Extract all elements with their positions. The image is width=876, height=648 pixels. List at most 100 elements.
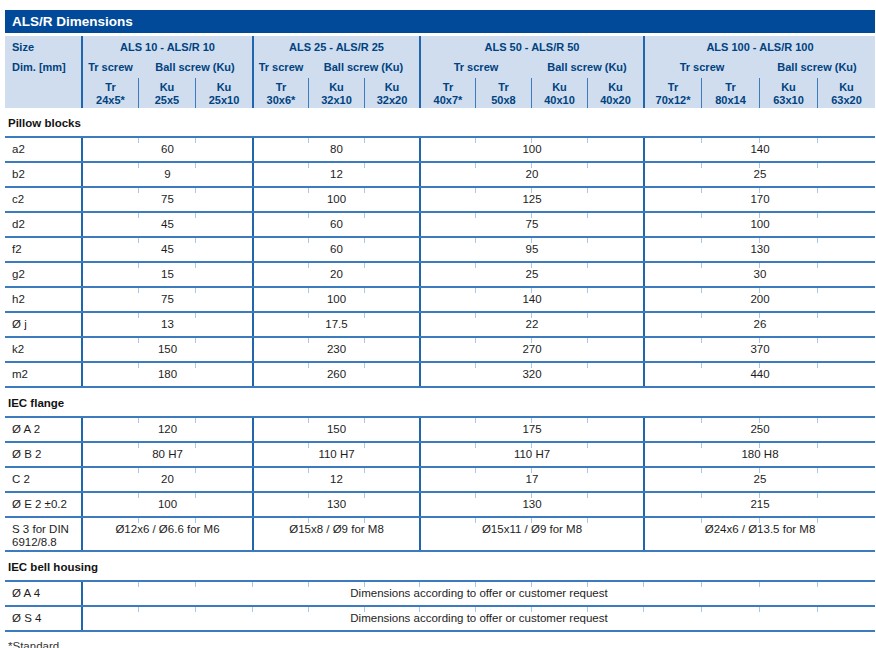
section-title: IEC bell housing	[5, 552, 875, 580]
subcol-tick	[364, 238, 365, 243]
ball-screw-header: Ball screw (Ku)	[531, 58, 643, 78]
tr-screw-header: Tr screw	[252, 58, 308, 78]
subcol-tick	[759, 163, 760, 168]
dim-value: 12	[252, 468, 419, 491]
subcol-tick	[308, 607, 309, 612]
subcol-tick	[138, 213, 139, 218]
subcol-tick	[701, 163, 702, 168]
subcol-tick	[587, 607, 588, 612]
row-label: Ø A 4	[5, 582, 81, 605]
subcol-tick	[364, 263, 365, 268]
subcol-tick	[587, 518, 588, 523]
row-label: b2	[5, 163, 81, 186]
dim-value: 45	[81, 238, 252, 261]
subcol-tick	[138, 607, 139, 612]
subcol-tick	[195, 338, 196, 343]
screw-column-header: Tr24x5*	[81, 78, 138, 108]
subcol-tick	[195, 363, 196, 368]
subcol-tick	[364, 213, 365, 218]
group-title: ALS 100 - ALS/R 100	[643, 36, 875, 58]
subcol-tick	[195, 313, 196, 318]
ball-screw-header: Ball screw (Ku)	[759, 58, 875, 78]
table-row: b29122025	[5, 161, 875, 186]
subcol-tick	[138, 138, 139, 143]
subcol-tick	[587, 213, 588, 218]
subcol-tick	[701, 607, 702, 612]
ball-screw-header: Ball screw (Ku)	[138, 58, 252, 78]
dim-value-span: Dimensions according to offer or custome…	[81, 607, 875, 630]
subcol-tick	[138, 493, 139, 498]
subcol-tick	[308, 313, 309, 318]
subcol-tick	[138, 363, 139, 368]
subcol-tick	[195, 418, 196, 423]
datasheet-page: ALS/R Dimensions SizeALS 10 - ALS/R 10AL…	[5, 10, 875, 648]
subcol-tick	[195, 443, 196, 448]
dim-value: 150	[252, 418, 419, 441]
table-row: a26080100140	[5, 136, 875, 161]
dim-value: 180	[81, 363, 252, 386]
dim-value: Ø12x6 / Ø6.6 for M6	[81, 518, 252, 550]
group-title: ALS 50 - ALS/R 50	[419, 36, 643, 58]
table-row: Ø A 2120150175250	[5, 416, 875, 441]
subcol-tick	[195, 138, 196, 143]
screw-size: 40x20	[588, 94, 643, 107]
dim-value: Ø15x8 / Ø9 for M8	[252, 518, 419, 550]
subcol-tick	[364, 163, 365, 168]
screw-column-header: Ku40x20	[587, 78, 643, 108]
subcol-tick	[475, 582, 476, 587]
subcol-tick	[138, 468, 139, 473]
subcol-tick	[138, 188, 139, 193]
dim-value: 12	[252, 163, 419, 186]
subcol-tick	[531, 443, 532, 448]
subcol-tick	[364, 188, 365, 193]
table-row: c275100125170	[5, 186, 875, 211]
subcol-tick	[138, 313, 139, 318]
subcol-tick	[817, 288, 818, 293]
subcol-tick	[759, 238, 760, 243]
subcol-tick	[817, 263, 818, 268]
subcol-tick	[308, 188, 309, 193]
subcol-tick	[475, 443, 476, 448]
subcol-tick	[419, 607, 420, 612]
subcol-tick	[701, 443, 702, 448]
screw-column-header: Ku63x10	[759, 78, 817, 108]
subcol-tick	[817, 418, 818, 423]
table-row: C 220121725	[5, 466, 875, 491]
subcol-tick	[531, 288, 532, 293]
subcol-tick	[531, 188, 532, 193]
table-row: h275100140200	[5, 286, 875, 311]
subcol-tick	[138, 518, 139, 523]
screw-type: Ku	[818, 81, 875, 94]
subcol-tick	[701, 138, 702, 143]
dim-value: 110 H7	[252, 443, 419, 466]
subcol-tick	[531, 213, 532, 218]
subcol-tick	[531, 493, 532, 498]
subcol-tick	[252, 607, 253, 612]
subcol-tick	[701, 518, 702, 523]
dim-value: 80 H7	[81, 443, 252, 466]
tr-screw-header: Tr screw	[643, 58, 759, 78]
subcol-tick	[531, 338, 532, 343]
subcol-tick	[308, 288, 309, 293]
subcol-tick	[701, 188, 702, 193]
screw-type: Ku	[532, 81, 587, 94]
row-label: C 2	[5, 468, 81, 491]
row-label: d2	[5, 213, 81, 236]
subcol-tick	[759, 607, 760, 612]
screw-size: 40x7*	[421, 94, 475, 107]
dim-value: 230	[252, 338, 419, 361]
subcol-tick	[308, 263, 309, 268]
subcol-tick	[475, 238, 476, 243]
dim-value: 100	[81, 493, 252, 516]
subcol-tick	[587, 363, 588, 368]
dim-value: 9	[81, 163, 252, 186]
subcol-tick	[701, 213, 702, 218]
dim-value: 75	[81, 188, 252, 211]
dim-value: 13	[81, 313, 252, 336]
dim-value: 17.5	[252, 313, 419, 336]
row-label: Ø S 4	[5, 607, 81, 630]
row-label: c2	[5, 188, 81, 211]
row-label: g2	[5, 263, 81, 286]
subcol-tick	[364, 443, 365, 448]
subcol-tick	[759, 313, 760, 318]
